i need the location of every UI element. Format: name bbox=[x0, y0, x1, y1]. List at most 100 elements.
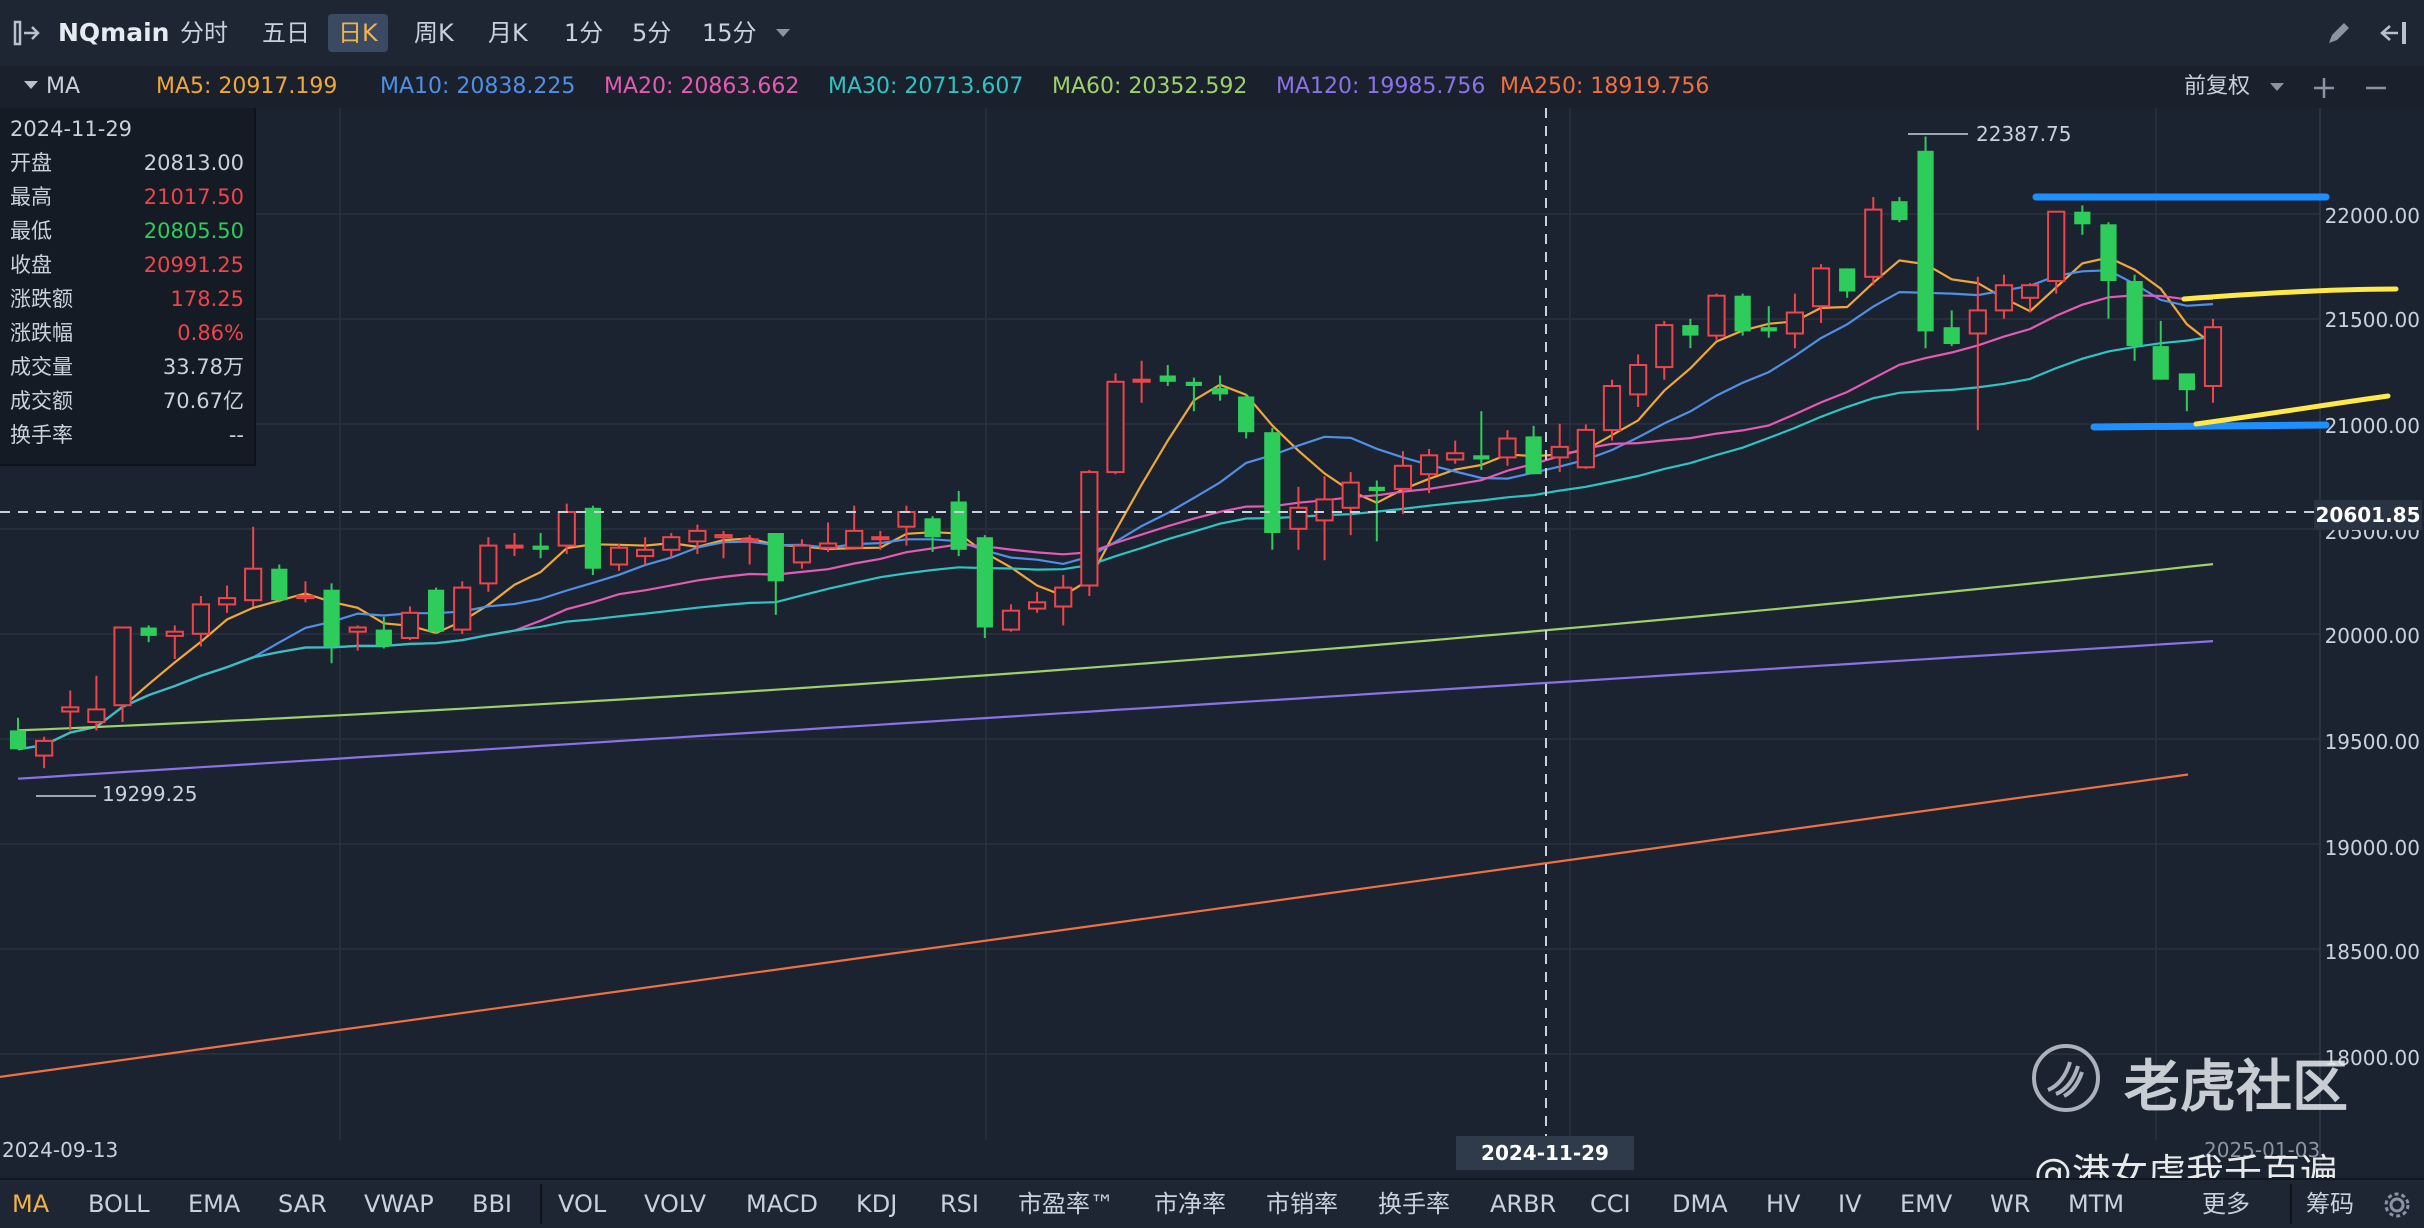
indicator-ma[interactable]: MA bbox=[12, 1190, 50, 1218]
candle-body bbox=[1341, 481, 1360, 509]
subindicator-ps[interactable]: 市销率 bbox=[1266, 1190, 1338, 1218]
candle-body bbox=[1159, 375, 1176, 382]
ma10-value: MA10: 20838.225 bbox=[380, 74, 576, 99]
candle-body bbox=[662, 536, 681, 551]
y-label-19000: 19000.00 bbox=[2324, 836, 2420, 860]
candle-body bbox=[165, 630, 184, 637]
subindicator-kdj[interactable]: KDJ bbox=[856, 1190, 898, 1218]
subindicator-cci[interactable]: CCI bbox=[1590, 1190, 1631, 1218]
candle-body bbox=[2020, 284, 2040, 299]
subindicator-arbr[interactable]: ARBR bbox=[1490, 1190, 1557, 1218]
info-value: -- bbox=[228, 423, 244, 447]
panel-toggle-icon[interactable] bbox=[12, 18, 42, 48]
y-label-18500: 18500.00 bbox=[2324, 940, 2420, 964]
ma5-value: MA5: 20917.199 bbox=[156, 74, 338, 99]
candle-body bbox=[1106, 380, 1125, 474]
indicator-vwap[interactable]: VWAP bbox=[364, 1190, 434, 1218]
tiger-logo-icon bbox=[2032, 1044, 2100, 1112]
tab-1min[interactable]: 1分 bbox=[564, 19, 604, 47]
ma120-value: MA120: 19985.756 bbox=[1276, 74, 1486, 99]
watermark-brand: 老虎社区 bbox=[2124, 1055, 2348, 1120]
collapse-triangle-icon[interactable] bbox=[22, 78, 40, 92]
candle-body bbox=[609, 546, 629, 566]
remove-indicator-icon[interactable] bbox=[2362, 74, 2390, 102]
subindicator-hv[interactable]: HV bbox=[1766, 1190, 1801, 1218]
candle-body bbox=[400, 611, 420, 639]
subindicator-rsi[interactable]: RSI bbox=[940, 1190, 979, 1218]
chart-canvas[interactable] bbox=[0, 108, 2424, 1178]
indicator-bar: MA BOLL EMA SAR VWAP BBI VOL VOLV MACD K… bbox=[0, 1178, 2424, 1228]
candle-body bbox=[1238, 396, 1255, 433]
symbol-name[interactable]: NQmain bbox=[58, 18, 170, 47]
tab-weekly-k[interactable]: 周K bbox=[414, 19, 454, 47]
tab-intraday[interactable]: 分时 bbox=[180, 19, 228, 47]
subindicator-volv[interactable]: VOLV bbox=[644, 1190, 707, 1218]
ma60-value: MA60: 20352.592 bbox=[1052, 74, 1248, 99]
candlestick-chart[interactable]: 22000.00 21500.00 21000.00 20500.00 2000… bbox=[0, 108, 2424, 1195]
settings-gear-icon[interactable] bbox=[2382, 1190, 2412, 1220]
add-indicator-icon[interactable] bbox=[2310, 74, 2338, 102]
candle-body bbox=[871, 536, 890, 541]
info-row: 最低 20805.50 bbox=[10, 214, 244, 248]
fullscreen-exit-icon[interactable] bbox=[2378, 18, 2410, 48]
tab-15min[interactable]: 15分 bbox=[702, 19, 757, 47]
subindicator-pe[interactable]: 市盈率™ bbox=[1018, 1190, 1114, 1218]
subindicator-dma[interactable]: DMA bbox=[1672, 1190, 1728, 1218]
candle-body bbox=[636, 548, 655, 558]
tab-daily-k[interactable]: 日K bbox=[328, 14, 388, 52]
candle-body bbox=[1602, 385, 1622, 432]
ma20-value: MA20: 20863.662 bbox=[604, 74, 800, 99]
candle-body bbox=[557, 511, 576, 547]
subindicator-vol[interactable]: VOL bbox=[558, 1190, 607, 1218]
tab-monthly-k[interactable]: 月K bbox=[488, 19, 528, 47]
subindicator-wr[interactable]: WR bbox=[1990, 1190, 2031, 1218]
info-key: 成交量 bbox=[10, 355, 73, 379]
subindicator-iv[interactable]: IV bbox=[1838, 1190, 1862, 1218]
subindicator-turnover[interactable]: 换手率 bbox=[1378, 1190, 1450, 1218]
drawn-yellow-upper bbox=[2181, 286, 2399, 302]
subindicator-pb[interactable]: 市净率 bbox=[1154, 1190, 1226, 1218]
y-label-22000: 22000.00 bbox=[2324, 204, 2420, 228]
candle-body bbox=[897, 511, 916, 528]
adjust-dropdown-icon[interactable] bbox=[2268, 80, 2286, 94]
chips-button[interactable]: 筹码 bbox=[2306, 1190, 2354, 1218]
draw-pen-icon[interactable] bbox=[2324, 18, 2354, 48]
candle-body bbox=[1655, 324, 1674, 369]
adjust-select[interactable]: 前复权 bbox=[2184, 74, 2251, 99]
subindicator-emv[interactable]: EMV bbox=[1900, 1190, 1953, 1218]
crosshair-price-label: 20601.85 bbox=[2314, 500, 2422, 530]
ma-label[interactable]: MA bbox=[46, 74, 81, 99]
high-marker-label: 22387.75 bbox=[1976, 122, 2072, 146]
candle-body bbox=[924, 518, 941, 538]
more-button[interactable]: 更多 bbox=[2202, 1190, 2250, 1218]
info-row: 涨跌额 178.25 bbox=[10, 282, 244, 316]
candle-body bbox=[323, 589, 340, 647]
candle-body bbox=[505, 544, 524, 549]
tab-5min[interactable]: 5分 bbox=[632, 19, 672, 47]
indicator-boll[interactable]: BOLL bbox=[88, 1190, 150, 1218]
candle-body bbox=[2047, 210, 2066, 282]
candle-body bbox=[976, 537, 993, 628]
y-label-21000: 21000.00 bbox=[2324, 414, 2420, 438]
info-value: 0.86% bbox=[177, 321, 244, 345]
indicator-sar[interactable]: SAR bbox=[278, 1190, 327, 1218]
indicator-bbi[interactable]: BBI bbox=[472, 1190, 513, 1218]
candle-body bbox=[1734, 295, 1751, 332]
candle-body bbox=[427, 589, 445, 632]
subindicator-macd[interactable]: MACD bbox=[746, 1190, 818, 1218]
indicator-ema[interactable]: EMA bbox=[188, 1190, 241, 1218]
candle-body bbox=[217, 597, 237, 606]
ma20-line bbox=[17, 294, 2214, 751]
top-toolbar: NQmain 分时 五日 日K 周K 月K 1分 5分 15分 bbox=[0, 0, 2424, 68]
info-value: 70.67亿 bbox=[162, 389, 244, 413]
candle-body bbox=[845, 529, 864, 549]
tab-five-day[interactable]: 五日 bbox=[262, 19, 310, 47]
subindicator-mtm[interactable]: MTM bbox=[2068, 1190, 2125, 1218]
candle-body bbox=[1811, 267, 1831, 308]
candle-body bbox=[584, 507, 601, 569]
info-date: 2024-11-29 bbox=[10, 112, 244, 146]
info-key: 成交额 bbox=[10, 389, 73, 413]
info-row: 成交量 33.78万 bbox=[10, 350, 244, 384]
period-dropdown-icon[interactable] bbox=[774, 26, 792, 40]
candle-body bbox=[1498, 437, 1517, 459]
